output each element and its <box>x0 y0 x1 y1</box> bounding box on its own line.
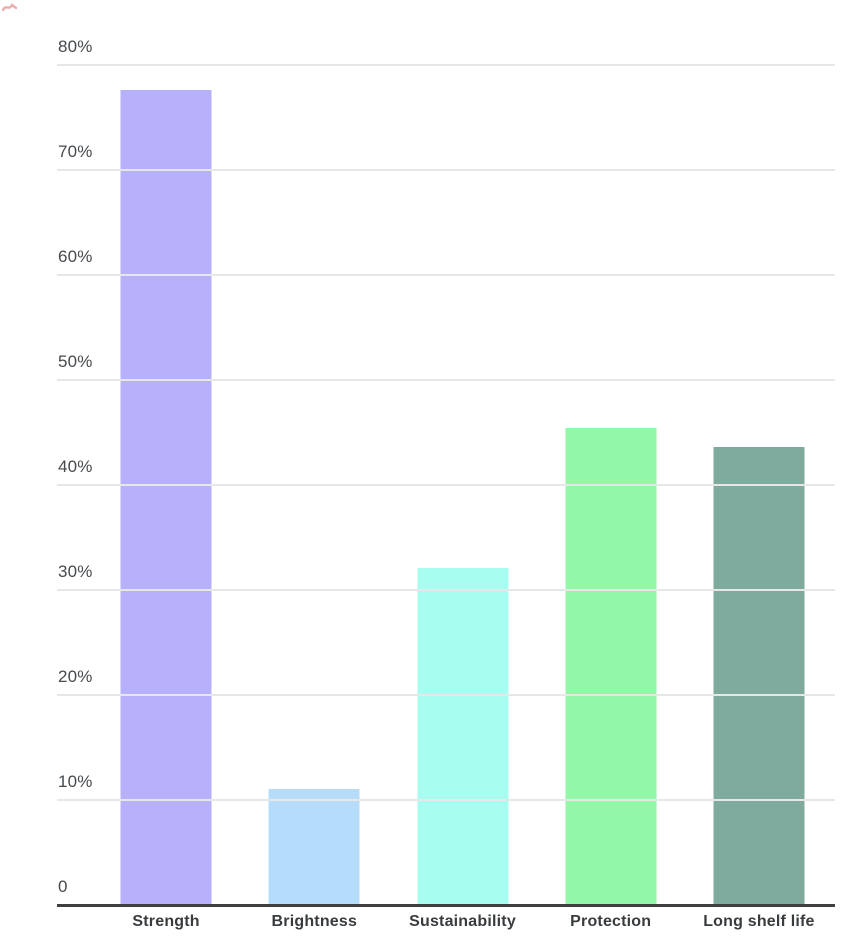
bar-slot-protection <box>537 64 685 904</box>
y-tick-label-0: 0 <box>58 877 68 896</box>
y-tick-label-30: 30% <box>58 562 93 581</box>
bar-long-shelf-life[interactable] <box>713 447 805 904</box>
plot-area: 80% 70% 60% 50% 40% 30% 20% 10% 0 <box>57 37 835 907</box>
x-label-long-shelf-life: Long shelf life <box>703 913 815 930</box>
gridline-70 <box>57 169 835 171</box>
y-tick-label-20: 20% <box>58 667 93 686</box>
red-scribble-mark <box>2 3 18 12</box>
bar-brightness[interactable] <box>268 788 360 904</box>
bar-slot-strength <box>92 64 240 904</box>
x-axis-baseline <box>57 904 835 907</box>
bar-slot-long-shelf-life <box>685 64 833 904</box>
gridline-50 <box>57 379 835 381</box>
gridline-20 <box>57 694 835 696</box>
y-tick-label-10: 10% <box>58 772 93 791</box>
bar-slot-sustainability <box>388 64 536 904</box>
y-tick-label-60: 60% <box>58 247 93 266</box>
bars-row <box>92 64 833 904</box>
x-label-brightness: Brightness <box>271 913 358 930</box>
gridline-80 <box>57 64 835 66</box>
gridline-10 <box>57 799 835 801</box>
bar-strength[interactable] <box>120 90 212 904</box>
x-label-protection: Protection <box>570 913 652 930</box>
x-label-sustainability: Sustainability <box>409 913 516 930</box>
gridline-40 <box>57 484 835 486</box>
y-tick-label-50: 50% <box>58 352 93 371</box>
bar-sustainability[interactable] <box>417 568 508 904</box>
y-tick-label-70: 70% <box>58 142 93 161</box>
bar-slot-brightness <box>240 64 388 904</box>
gridline-60 <box>57 274 835 276</box>
x-label-strength: Strength <box>132 913 200 930</box>
y-tick-label-80: 80% <box>58 37 93 56</box>
bar-protection[interactable] <box>565 428 657 904</box>
y-tick-label-40: 40% <box>58 457 93 476</box>
gridline-30 <box>57 589 835 591</box>
x-axis-labels: Strength Brightness Sustainability Protecti… <box>92 913 833 931</box>
